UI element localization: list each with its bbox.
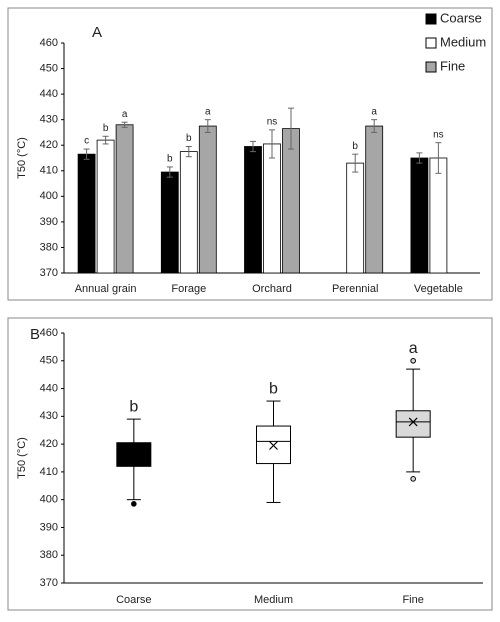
y-axis-label: T50 (°C) xyxy=(16,437,28,479)
x-tick-label: Coarse xyxy=(116,594,151,606)
significance-letter: b xyxy=(269,380,278,397)
bar xyxy=(96,139,115,274)
bar xyxy=(346,162,365,274)
panel-title: A xyxy=(92,24,102,41)
y-tick-label: 390 xyxy=(40,216,58,228)
y-tick-label: 400 xyxy=(40,494,58,506)
y-tick-label: 420 xyxy=(40,438,58,450)
bar xyxy=(244,146,262,274)
significance-letter: ns xyxy=(267,117,278,128)
panel-title: B xyxy=(30,326,40,343)
significance-letter: ns xyxy=(433,129,444,140)
bar xyxy=(263,143,281,274)
outlier xyxy=(410,476,416,482)
mean-marker xyxy=(129,450,139,460)
y-tick-label: 400 xyxy=(40,190,58,202)
significance-letter: b xyxy=(186,133,192,144)
legend-swatch xyxy=(425,61,437,73)
significance-letter: a xyxy=(122,109,128,120)
bar xyxy=(282,128,300,274)
y-tick-label: 410 xyxy=(40,165,58,177)
y-tick-label: 370 xyxy=(40,267,58,279)
bar xyxy=(115,124,134,274)
y-tick-label: 370 xyxy=(40,577,58,589)
mean-marker xyxy=(408,417,418,427)
y-tick-label: 430 xyxy=(40,114,58,126)
significance-letter: a xyxy=(371,106,377,117)
significance-letter: c xyxy=(84,136,89,147)
outlier xyxy=(131,501,137,507)
x-tick-label: Forage xyxy=(171,283,206,295)
x-tick-label: Perennial xyxy=(332,283,378,295)
y-tick-label: 380 xyxy=(40,241,58,253)
legend-swatch xyxy=(425,37,437,49)
x-tick-label: Annual grain xyxy=(75,283,137,295)
y-tick-label: 410 xyxy=(40,466,58,478)
significance-letter: b xyxy=(167,154,173,165)
y-tick-label: 450 xyxy=(40,355,58,367)
y-tick-label: 390 xyxy=(40,521,58,533)
bar xyxy=(410,157,429,274)
x-tick-label: Fine xyxy=(402,594,423,606)
x-tick-label: Vegetable xyxy=(414,283,463,295)
legend-label: Medium xyxy=(440,34,486,49)
legend-label: Coarse xyxy=(440,10,482,25)
significance-letter: b xyxy=(352,141,358,152)
significance-letter: b xyxy=(103,123,109,134)
panel-frame xyxy=(7,317,493,611)
bar xyxy=(160,171,179,274)
bar xyxy=(429,157,448,274)
significance-letter: a xyxy=(205,106,211,117)
bar xyxy=(77,153,96,274)
box xyxy=(395,410,431,438)
x-tick-label: Medium xyxy=(254,594,293,606)
mean-marker xyxy=(269,441,278,450)
y-tick-label: 450 xyxy=(40,62,58,74)
outlier xyxy=(410,357,416,364)
y-tick-label: 460 xyxy=(40,327,58,339)
panel-frame xyxy=(7,7,493,301)
significance-letter: a xyxy=(409,340,418,357)
bar xyxy=(179,151,198,274)
legend-label: Fine xyxy=(440,58,465,73)
y-tick-label: 420 xyxy=(40,139,58,151)
y-tick-label: 430 xyxy=(40,410,58,422)
y-tick-label: 440 xyxy=(40,382,58,394)
bar xyxy=(365,125,384,274)
legend-swatch xyxy=(425,13,437,25)
bar xyxy=(198,125,217,274)
y-tick-label: 380 xyxy=(40,549,58,561)
y-tick-label: 460 xyxy=(40,37,58,49)
y-axis-label: T50 (°C) xyxy=(16,137,28,179)
significance-letter: b xyxy=(129,398,138,415)
x-tick-label: Orchard xyxy=(252,283,292,295)
y-tick-label: 440 xyxy=(40,88,58,100)
